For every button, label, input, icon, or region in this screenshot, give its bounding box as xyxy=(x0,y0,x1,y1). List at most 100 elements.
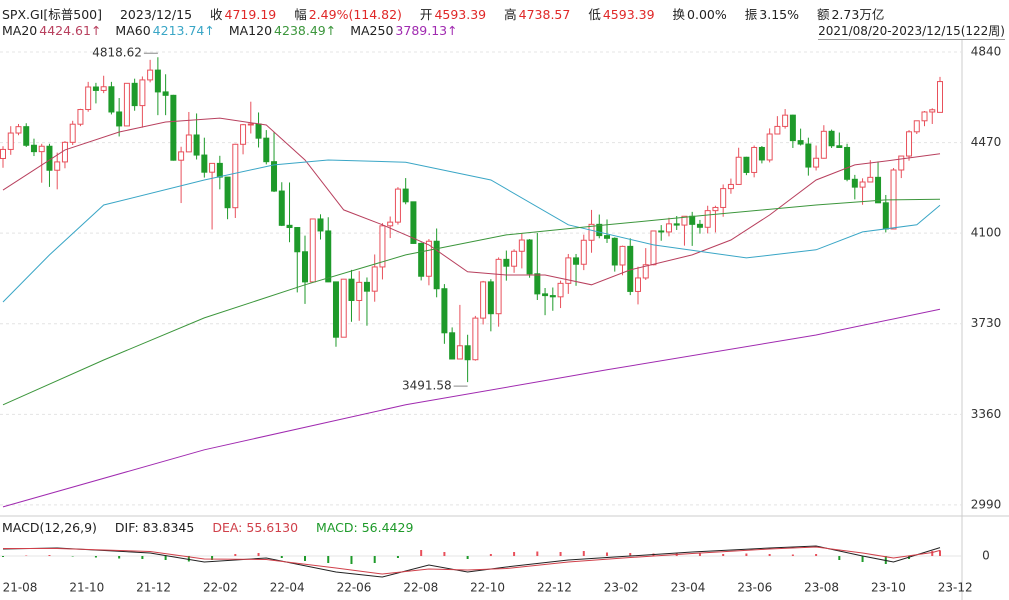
candle-body xyxy=(170,94,177,161)
macd-bar xyxy=(164,556,167,560)
candle-body xyxy=(712,206,719,212)
candle-body xyxy=(634,277,641,292)
dea-label: DEA: 55.6130 xyxy=(212,520,299,535)
candle-body xyxy=(557,282,564,298)
candle-body xyxy=(828,130,835,147)
candle-body xyxy=(836,145,843,148)
candle-body xyxy=(108,86,115,113)
quote-label: 开 xyxy=(419,7,433,22)
macd-bar xyxy=(396,556,399,558)
candle-body xyxy=(696,223,703,228)
candle-body xyxy=(735,156,742,185)
x-tick-label: 21-12 xyxy=(136,581,171,595)
macd-bar xyxy=(536,551,539,556)
candle-body xyxy=(154,69,161,93)
legend-name: MA20 xyxy=(2,23,38,38)
candle-body xyxy=(85,86,92,111)
candle-body xyxy=(332,281,339,338)
candle-body xyxy=(294,227,301,253)
x-tick-label: 22-04 xyxy=(270,581,305,595)
candle-body xyxy=(573,257,580,265)
ma-line xyxy=(2,159,941,303)
annotation: 3491.58 xyxy=(402,379,452,393)
candle-body xyxy=(77,109,84,125)
legend-value: 4213.74↑ xyxy=(152,23,215,38)
candle-body xyxy=(240,124,247,145)
candle-body xyxy=(681,215,688,226)
candle-body xyxy=(387,221,394,227)
macd-bar xyxy=(350,556,353,564)
candle-body xyxy=(789,114,796,142)
candle-body xyxy=(209,162,216,173)
macd-bar xyxy=(838,556,841,560)
candle-body xyxy=(15,126,22,134)
dif-line xyxy=(2,545,941,578)
ma-legend: MA20 4424.61↑ MA60 4213.74↑ MA120 4238.49↑ MA2… xyxy=(2,23,460,38)
x-tick-label: 22-12 xyxy=(537,581,572,595)
dif-label: DIF: 83.8345 xyxy=(114,520,195,535)
y-tick-label: 4100 xyxy=(971,226,1002,240)
candle-body xyxy=(255,123,262,139)
candle-body xyxy=(542,293,549,297)
y-tick-label: 3730 xyxy=(971,316,1002,330)
candle-body xyxy=(518,239,525,252)
symbol: SPX.GI[标普500] xyxy=(2,7,102,22)
macd-label: MACD: 56.4429 xyxy=(316,520,414,535)
candle-body xyxy=(402,188,409,203)
ma-line xyxy=(2,308,941,508)
x-tick-label: 23-08 xyxy=(804,581,839,595)
candle-body xyxy=(480,281,487,319)
candle-body xyxy=(673,223,680,226)
candle-body xyxy=(216,162,223,178)
quote-value: 4719.19 xyxy=(224,7,277,22)
legend-value: 4424.61↑ xyxy=(39,23,102,38)
range-label[interactable]: 2021/08/20-2023/12/15(122周) xyxy=(818,24,1005,40)
macd-bar xyxy=(234,554,237,556)
candle-body xyxy=(433,240,440,290)
candle-body xyxy=(611,237,618,266)
macd-bar xyxy=(768,554,771,556)
candle-body xyxy=(441,288,448,334)
macd-bar xyxy=(94,556,97,558)
y-tick-label: 0 xyxy=(982,549,990,563)
candle-body xyxy=(704,210,711,228)
x-tick-label: 23-04 xyxy=(671,581,706,595)
candle-body xyxy=(54,161,61,171)
candle-body xyxy=(278,190,285,226)
macd-bar xyxy=(25,555,28,556)
candle-body xyxy=(619,245,626,266)
y-tick-label: 4840 xyxy=(971,44,1002,58)
macd-bar xyxy=(373,556,376,563)
legend-value: 3789.13↑ xyxy=(395,23,458,38)
macd-bar xyxy=(2,556,4,557)
candle-body xyxy=(913,120,920,133)
candle-body xyxy=(766,133,773,161)
candle-body xyxy=(418,242,425,277)
candle-body xyxy=(859,181,866,188)
quote-label: 高 xyxy=(504,7,517,22)
macd-bar xyxy=(513,552,516,556)
candle-body xyxy=(178,151,185,161)
candle-body xyxy=(325,230,332,283)
candle-body xyxy=(844,146,851,180)
ma-line xyxy=(2,198,941,406)
candle-body xyxy=(232,143,239,209)
x-tick-label: 23-10 xyxy=(871,581,906,595)
candle-body xyxy=(758,146,765,161)
macd-bar xyxy=(582,551,585,556)
candle-body xyxy=(495,258,502,315)
macd-bar xyxy=(722,554,725,556)
macd-bar xyxy=(257,553,260,556)
macd-bar xyxy=(71,556,74,557)
ma-line xyxy=(2,117,941,286)
candle-body xyxy=(363,281,370,292)
candle-body xyxy=(247,123,254,126)
x-tick-label: 23-12 xyxy=(938,581,973,595)
y-tick-label: 3360 xyxy=(971,407,1002,421)
candle-body xyxy=(472,317,479,361)
quote-label: 幅 xyxy=(294,7,307,22)
candle-body xyxy=(193,134,200,156)
candle-body xyxy=(511,250,518,267)
quote-value: 2.73万亿 xyxy=(831,7,885,22)
candle-body xyxy=(751,146,758,173)
